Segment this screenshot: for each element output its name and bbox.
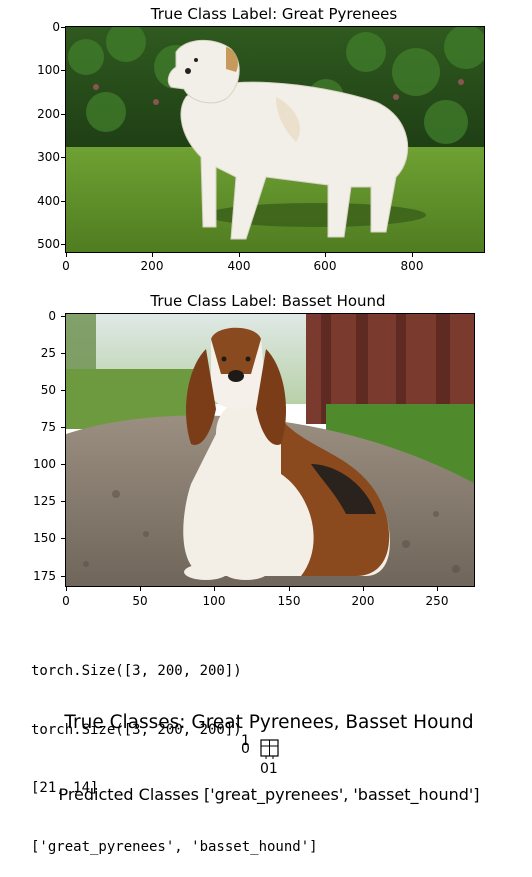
tiny-ytick-left: 0	[241, 741, 250, 757]
console-line: ['great_pyrenees', 'basset_hound']	[31, 838, 318, 855]
plot1-ytick: 100	[37, 63, 60, 77]
plot2-ytick: 50	[40, 383, 56, 397]
plot2-ytick: 0	[48, 309, 56, 323]
true-classes-title: True Classes: Great Pyrenees, Basset Hou…	[64, 712, 474, 733]
plot2-image-axes	[65, 313, 475, 587]
plot1-xtick: 600	[313, 259, 337, 273]
plot2-xtick: 0	[62, 594, 70, 608]
tiny-ytick-top: 1	[241, 733, 250, 749]
tiny-image-grid: 1 0 01	[238, 731, 298, 786]
tiny-image-thumbnail	[260, 739, 279, 759]
plot2-ytick: 125	[33, 494, 56, 508]
plot1-ytick: 0	[52, 20, 60, 34]
plot1-ytick: 500	[37, 237, 60, 251]
plot2-title: True Class Label: Basset Hound	[150, 292, 386, 310]
tiny-xticks: 01	[260, 761, 278, 777]
plot2-xtick: 100	[202, 594, 226, 608]
plot2-ytick: 175	[33, 569, 56, 583]
console-line: torch.Size([3, 200, 200])	[31, 721, 242, 738]
plot2-ytick: 100	[33, 457, 56, 471]
basset-hound-photo	[66, 314, 474, 586]
plot1-title: True Class Label: Great Pyrenees	[150, 5, 398, 23]
plot2-xtick: 200	[351, 594, 375, 608]
plot1-image-axes	[65, 26, 485, 253]
plot1-xtick: 200	[140, 259, 164, 273]
plot2-xtick: 250	[425, 594, 449, 608]
plot2-ytick: 25	[40, 346, 56, 360]
console-line: torch.Size([3, 200, 200])	[31, 663, 242, 679]
console-line: [21, 14]	[31, 780, 99, 796]
plot2-ytick: 75	[40, 420, 56, 434]
plot2-ytick: 150	[33, 531, 56, 545]
plot2-xtick: 50	[132, 594, 148, 608]
great-pyrenees-photo	[66, 27, 484, 252]
plot2-xtick: 150	[277, 594, 301, 608]
plot1-xtick: 0	[62, 259, 70, 273]
plot1-xtick: 400	[227, 259, 251, 273]
plot1-ytick: 300	[37, 150, 60, 164]
plot1-xtick: 800	[400, 259, 424, 273]
predicted-classes: Predicted Classes ['great_pyrenees', 'ba…	[58, 785, 480, 804]
plot1-ytick: 200	[37, 107, 60, 121]
plot1-ytick: 400	[37, 194, 60, 208]
